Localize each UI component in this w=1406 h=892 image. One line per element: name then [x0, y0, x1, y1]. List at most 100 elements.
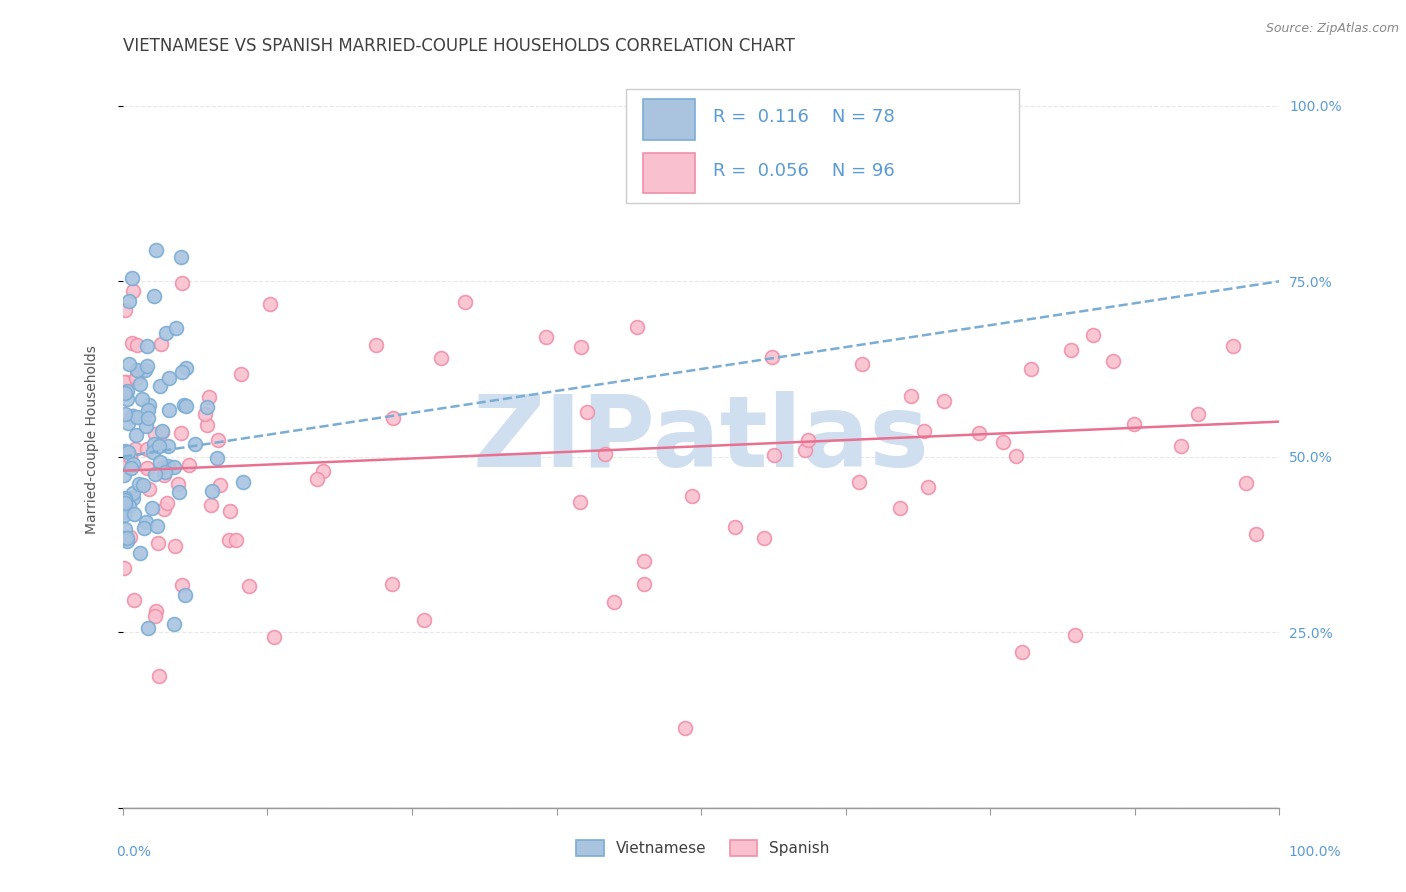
Spanish: [145, 604, 167, 618]
Spanish: [761, 350, 783, 364]
Vietnamese: [114, 523, 136, 537]
Spanish: [124, 371, 146, 385]
Spanish: [146, 536, 169, 550]
Vietnamese: [174, 588, 197, 602]
Vietnamese: [117, 392, 139, 407]
Legend: Vietnamese, Spanish: Vietnamese, Spanish: [571, 834, 835, 862]
Vietnamese: [114, 496, 136, 510]
Vietnamese: [135, 515, 157, 529]
Vietnamese: [117, 416, 139, 430]
Spanish: [1019, 361, 1042, 376]
Spanish: [112, 560, 135, 574]
Vietnamese: [115, 384, 138, 398]
Vietnamese: [122, 457, 145, 471]
Spanish: [381, 411, 404, 425]
FancyBboxPatch shape: [626, 89, 1019, 203]
Vietnamese: [163, 617, 186, 632]
Spanish: [673, 721, 696, 735]
Vietnamese: [134, 363, 156, 377]
Vietnamese: [136, 621, 159, 635]
Vietnamese: [112, 508, 135, 523]
Spanish: [1101, 354, 1123, 368]
Vietnamese: [131, 392, 153, 407]
Vietnamese: [149, 455, 172, 469]
Spanish: [797, 433, 820, 447]
Vietnamese: [156, 459, 179, 474]
Vietnamese: [136, 402, 159, 417]
Text: VIETNAMESE VS SPANISH MARRIED-COUPLE HOUSEHOLDS CORRELATION CHART: VIETNAMESE VS SPANISH MARRIED-COUPLE HOU…: [122, 37, 794, 55]
Spanish: [1060, 343, 1083, 358]
Spanish: [763, 448, 786, 462]
Spanish: [793, 442, 815, 457]
Spanish: [118, 450, 141, 465]
Y-axis label: Married-couple Households: Married-couple Households: [86, 344, 100, 533]
Text: 0.0%: 0.0%: [117, 845, 150, 859]
Spanish: [225, 533, 247, 548]
Spanish: [125, 368, 148, 382]
Spanish: [312, 464, 335, 478]
Spanish: [569, 494, 592, 508]
Spanish: [209, 478, 232, 492]
Vietnamese: [174, 360, 197, 375]
Vietnamese: [134, 521, 156, 535]
Vietnamese: [142, 445, 165, 459]
Vietnamese: [127, 362, 149, 376]
Spanish: [413, 613, 436, 627]
Vietnamese: [121, 271, 143, 285]
Vietnamese: [169, 250, 191, 264]
Vietnamese: [114, 407, 136, 421]
Text: Source: ZipAtlas.com: Source: ZipAtlas.com: [1265, 22, 1399, 36]
Spanish: [603, 595, 626, 609]
Spanish: [125, 338, 148, 352]
Spanish: [681, 489, 703, 503]
Vietnamese: [114, 386, 136, 401]
Vietnamese: [143, 289, 166, 303]
Vietnamese: [163, 459, 186, 474]
Spanish: [138, 482, 160, 496]
Vietnamese: [146, 518, 169, 533]
Spanish: [934, 394, 956, 409]
Spanish: [238, 579, 260, 593]
Spanish: [143, 609, 166, 624]
Spanish: [194, 407, 217, 421]
Spanish: [170, 426, 193, 441]
Vietnamese: [136, 410, 159, 425]
Vietnamese: [117, 445, 139, 459]
Vietnamese: [115, 531, 138, 545]
Spanish: [1234, 476, 1257, 491]
Vietnamese: [120, 460, 142, 475]
Vietnamese: [118, 357, 141, 371]
Spanish: [307, 472, 329, 486]
Spanish: [150, 425, 173, 439]
Vietnamese: [148, 439, 170, 453]
Spanish: [1170, 439, 1192, 453]
Spanish: [135, 461, 157, 475]
Spanish: [1005, 450, 1028, 464]
Vietnamese: [112, 467, 135, 482]
Vietnamese: [145, 244, 167, 258]
Vietnamese: [165, 321, 187, 335]
Vietnamese: [112, 531, 135, 545]
Vietnamese: [114, 492, 136, 507]
FancyBboxPatch shape: [644, 153, 696, 194]
Spanish: [969, 425, 991, 440]
Spanish: [112, 375, 135, 389]
Spanish: [752, 531, 775, 545]
Spanish: [114, 303, 136, 318]
Vietnamese: [183, 436, 205, 450]
Spanish: [156, 496, 179, 510]
Vietnamese: [115, 533, 138, 548]
Vietnamese: [148, 378, 170, 392]
Spanish: [143, 426, 166, 441]
Vietnamese: [157, 403, 180, 417]
Spanish: [889, 501, 911, 516]
Spanish: [198, 390, 221, 404]
Vietnamese: [157, 371, 180, 385]
Spanish: [851, 357, 873, 371]
Vietnamese: [156, 439, 179, 453]
Vietnamese: [142, 436, 165, 450]
Vietnamese: [205, 451, 228, 466]
Vietnamese: [114, 504, 136, 518]
Spanish: [114, 454, 136, 468]
Vietnamese: [141, 500, 163, 515]
